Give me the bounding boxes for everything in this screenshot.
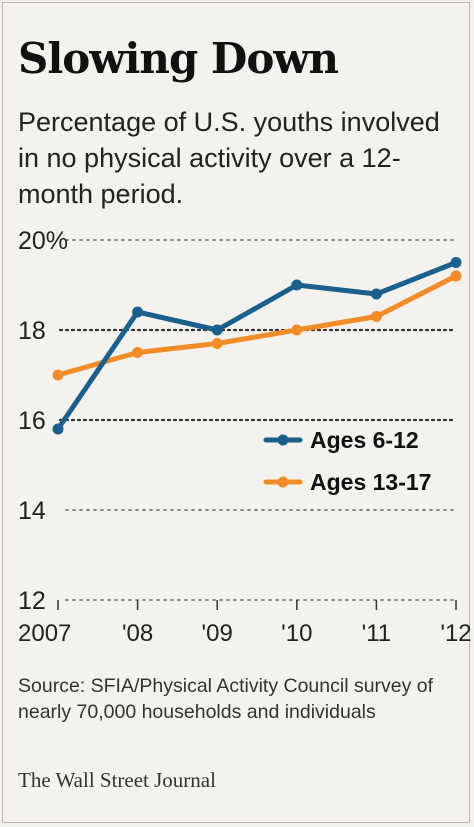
source-note: Source: SFIA/Physical Activity Council s… (18, 675, 434, 723)
data-point (52, 369, 64, 381)
data-point (291, 324, 303, 336)
legend-label: Ages 13-17 (310, 469, 431, 495)
x-tick-label: '08 (122, 620, 153, 647)
chart-subtitle: Percentage of U.S. youths involved in no… (18, 107, 440, 209)
y-tick-label: 18 (18, 317, 46, 345)
data-point (52, 423, 64, 435)
data-point (450, 270, 462, 282)
data-point (370, 288, 382, 300)
data-point (291, 279, 303, 291)
legend-label: Ages 6-12 (310, 427, 419, 453)
series-line (55, 273, 459, 378)
data-point (450, 257, 462, 268)
x-tick-label: '10 (281, 620, 312, 647)
data-point (370, 311, 382, 322)
publisher-credit: The Wall Street Journal (18, 768, 216, 792)
legend-marker (277, 434, 289, 446)
x-tick-label: '09 (202, 620, 233, 647)
x-tick-label: '12 (440, 620, 471, 647)
y-tick-label: 20% (18, 227, 68, 255)
data-point (211, 338, 223, 349)
data-point (132, 347, 144, 358)
legend-marker (277, 476, 289, 488)
x-tick-label: 2007 (18, 620, 71, 647)
data-point (211, 324, 223, 336)
series-line (55, 260, 459, 432)
y-tick-label: 14 (18, 497, 46, 525)
y-tick-label: 12 (18, 587, 46, 615)
y-tick-label: 16 (18, 407, 46, 435)
chart-title: Slowing Down (18, 34, 339, 83)
x-tick-label: '11 (362, 620, 392, 647)
data-point (132, 306, 144, 318)
